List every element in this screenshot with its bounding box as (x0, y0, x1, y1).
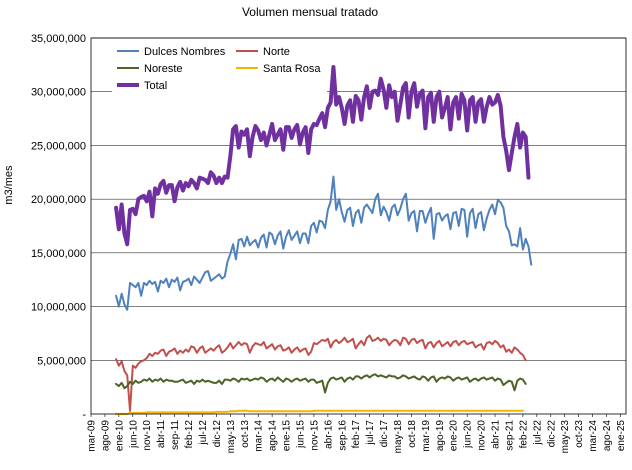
x-tick-label: jul-12 (198, 420, 209, 446)
y-tick-label: 30,000,000 (31, 87, 86, 99)
x-tick-label: feb-22 (518, 420, 529, 449)
x-tick-label: jul-17 (365, 420, 376, 446)
plot-area-border (90, 37, 627, 415)
x-tick-label: jul-22 (532, 420, 543, 446)
legend-background (112, 42, 327, 94)
x-tick-label: ene-20 (449, 420, 460, 452)
x-tick-label: ene-25 (616, 420, 627, 452)
legend-label: Santa Rosa (263, 63, 321, 75)
legend-label: Dulces Nombres (144, 46, 226, 58)
x-tick-label: dic-17 (379, 420, 390, 448)
series-line-dulces-nombres (115, 175, 533, 311)
x-tick-label: may-13 (226, 420, 237, 454)
x-tick-label: ene-10 (114, 420, 125, 452)
x-tick-label: may-23 (560, 420, 571, 454)
x-tick-label: ene-15 (282, 420, 293, 452)
x-tick-label: mar-24 (588, 420, 599, 452)
y-tick-label: 35,000,000 (31, 33, 86, 45)
x-tick-label: mar-14 (254, 420, 265, 452)
x-tick-label: dic-12 (212, 420, 223, 448)
chart-title: Volumen mensual tratado (242, 5, 378, 19)
x-tick-label: mar-09 (87, 420, 98, 452)
x-tick-label: oct-18 (407, 420, 418, 448)
x-tick-label: ago-24 (602, 420, 613, 452)
x-tick-label: ago-14 (268, 420, 279, 452)
series-line-norte (115, 334, 527, 412)
x-tick-label: sep-11 (170, 420, 181, 450)
y-axis-label: m3/mes (3, 165, 15, 205)
x-tick-label: feb-17 (351, 420, 362, 449)
y-tick-label: 5,000,000 (37, 355, 86, 367)
x-tick-label: nov-10 (142, 420, 153, 451)
legend-label: Total (144, 80, 167, 92)
x-tick-label: sep-16 (337, 420, 348, 451)
x-tick-label: may-18 (393, 420, 404, 454)
series-line-total (114, 65, 531, 247)
y-tick-label: 20,000,000 (31, 194, 86, 206)
x-tick-label: abr-16 (323, 420, 334, 449)
legend-label: Noreste (144, 63, 183, 75)
x-tick-label: dic-22 (546, 420, 557, 448)
x-tick-label: ago-09 (100, 420, 111, 452)
series-layer (114, 65, 533, 415)
x-tick-label: jun-15 (295, 420, 306, 449)
y-tick-label: 15,000,000 (31, 248, 86, 260)
series-line-santa-rosa (115, 409, 524, 415)
x-tick-label: feb-12 (184, 420, 195, 449)
x-tick-label: jun-20 (463, 420, 474, 449)
x-tick-label: nov-20 (477, 420, 488, 451)
x-tick-label: sep-21 (504, 420, 515, 451)
y-tick-label: - (82, 409, 86, 421)
x-axis-ticks: mar-09 ago-09 ene-10 jun-10 nov-10 abr-11 sep-… (87, 414, 627, 453)
x-tick-label: abr-11 (156, 420, 167, 449)
x-tick-label: abr-21 (491, 420, 502, 449)
series-line-noreste (115, 373, 527, 394)
x-tick-label: mar-19 (421, 420, 432, 452)
x-tick-label: oct-13 (240, 420, 251, 448)
x-tick-label: oct-23 (574, 420, 585, 448)
legend-label: Norte (263, 46, 290, 58)
x-tick-label: ago-19 (435, 420, 446, 452)
y-tick-label: 10,000,000 (31, 302, 86, 314)
x-tick-label: jun-10 (128, 420, 139, 449)
y-axis-ticks: - 5,000,000 10,000,000 15,000,000 20,000,000… (31, 33, 86, 421)
legend: Dulces Nombres Norte Noreste Santa Rosa Tota… (112, 42, 327, 94)
y-tick-label: 25,000,000 (31, 140, 86, 152)
x-tick-label: nov-15 (309, 420, 320, 451)
